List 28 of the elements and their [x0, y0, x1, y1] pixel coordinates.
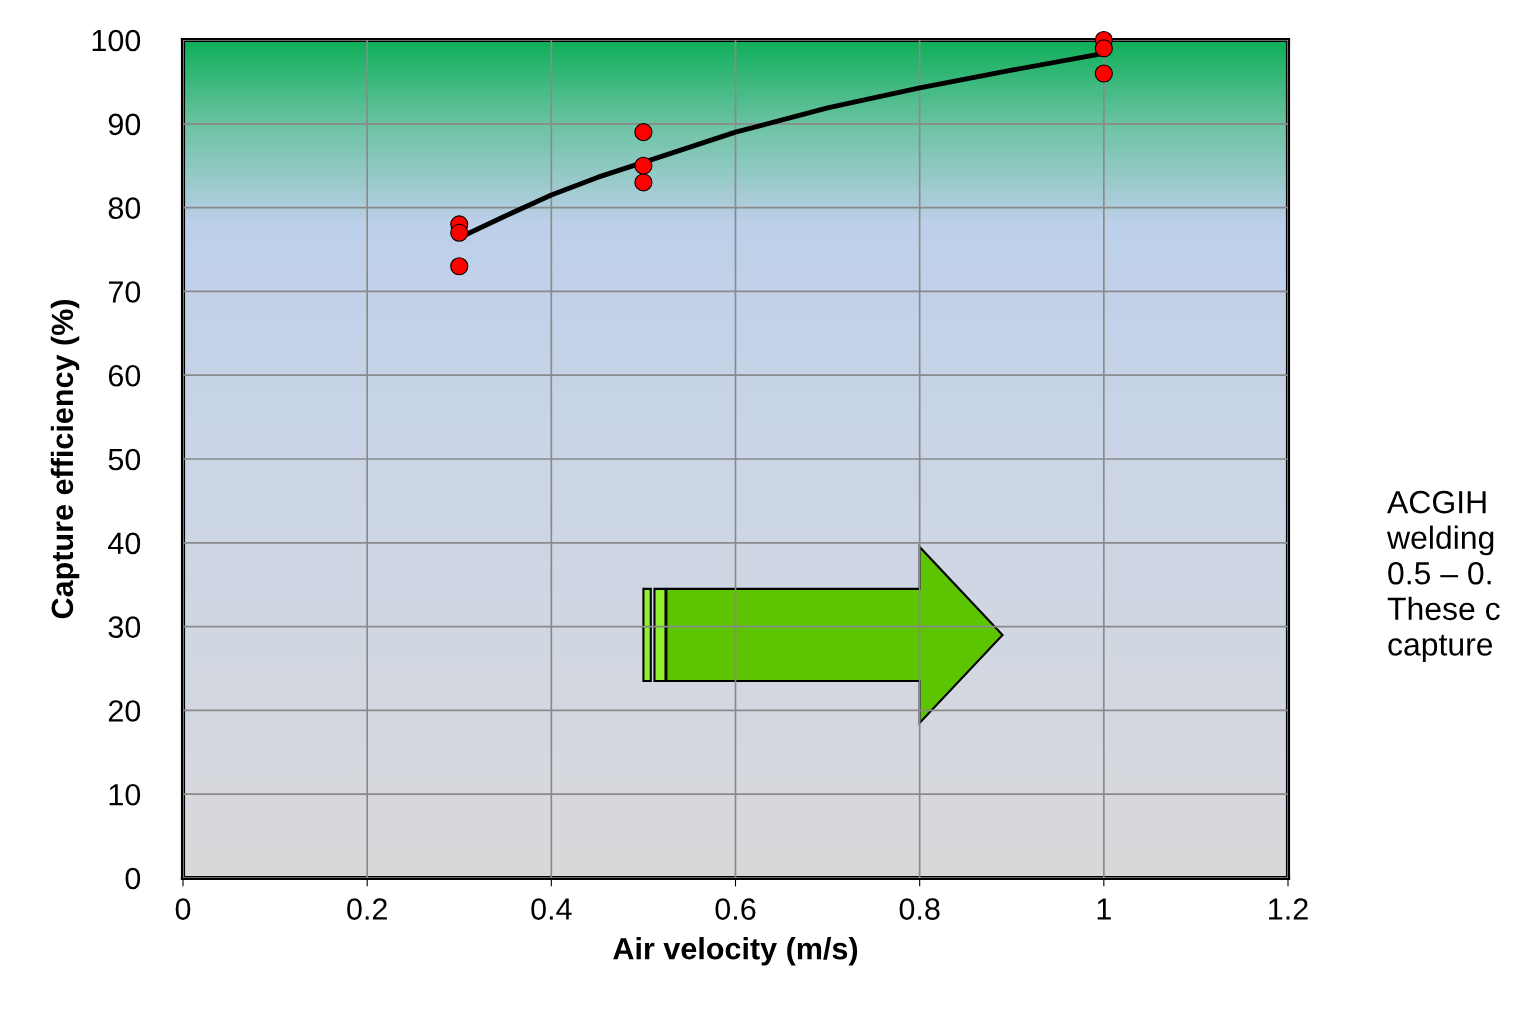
- y-tick-label: 70: [108, 281, 141, 303]
- y-tick-label: 60: [108, 364, 141, 387]
- point: [634, 156, 653, 175]
- x-axis-title: Air velocity (m/s): [613, 937, 858, 966]
- point: [450, 257, 469, 276]
- y-tick-label: 0: [125, 867, 141, 890]
- y-tick-label: 80: [108, 197, 141, 219]
- y-tick-label: 100: [92, 29, 141, 52]
- y-tick-label: 90: [108, 113, 141, 136]
- y-tick-label: 30: [108, 616, 141, 638]
- y-tick-label: 10: [109, 783, 141, 806]
- y-tick-label: 20: [108, 700, 141, 722]
- text: ACGIH welding 0.5 – 0. These c capture: [1386, 490, 1500, 663]
- point: [1094, 64, 1113, 83]
- y-tick-label: 50: [108, 448, 141, 471]
- x-tick-label: 0.2: [347, 898, 387, 920]
- y-tick-label: 40: [108, 532, 141, 555]
- x-tick-label: 0.6: [715, 898, 756, 920]
- point: [634, 173, 653, 192]
- point: [634, 123, 653, 142]
- point: [1094, 39, 1113, 58]
- x-tick-label: 0: [175, 898, 191, 920]
- point: [450, 223, 469, 242]
- x-tick-label: 1.2: [1269, 898, 1308, 920]
- x-tick-label: 0.8: [899, 898, 940, 920]
- y-axis-title: Capture efficiency (%): [50, 300, 80, 619]
- x-tick-label: 0.4: [531, 898, 572, 920]
- x-tick-label: 1: [1097, 898, 1111, 920]
